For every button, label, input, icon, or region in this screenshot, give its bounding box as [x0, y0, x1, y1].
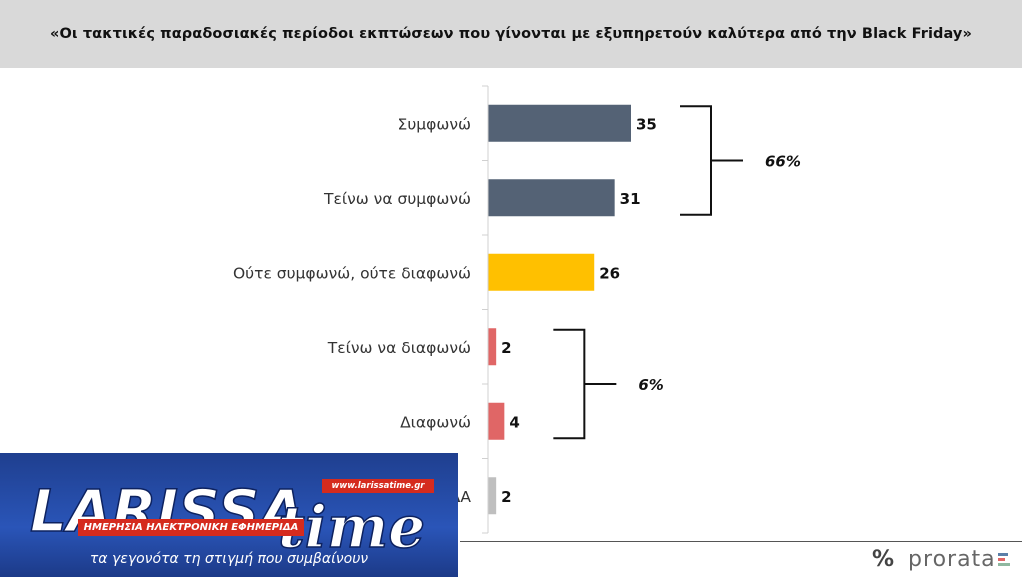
- prorata-brand: % prorata: [872, 544, 1010, 574]
- bar-4: [488, 402, 505, 440]
- bar-2: [488, 253, 595, 291]
- category-label-3: Τείνω να διαφωνώ: [327, 339, 471, 357]
- logo-url: www.larissatime.gr: [322, 479, 434, 493]
- percent-logo-icon: %: [872, 546, 895, 572]
- bar-5: [488, 477, 497, 515]
- group-label-0: 66%: [765, 153, 801, 171]
- bar-1: [488, 179, 615, 217]
- chart-title: «Οι τακτικές παραδοσιακές περίοδοι εκπτώ…: [50, 26, 972, 42]
- brand-bar-0: [997, 552, 1008, 556]
- category-label-4: Διαφωνώ: [400, 413, 471, 431]
- category-label-0: Συμφωνώ: [398, 115, 471, 133]
- value-label-3: 2: [501, 339, 511, 357]
- group-bracket-0: [680, 105, 712, 216]
- group-bracket-1: [553, 328, 586, 440]
- brand-bar-1: [997, 557, 1005, 561]
- bar-0: [488, 104, 631, 142]
- chart-header: «Οι τακτικές παραδοσιακές περίοδοι εκπτώ…: [0, 0, 1022, 68]
- value-label-0: 35: [636, 115, 657, 133]
- value-label-5: 2: [501, 488, 511, 506]
- larissatime-overlay: LARISSA time www.larissatime.gr ΗΜΕΡΗΣΙΑ…: [0, 453, 458, 577]
- category-label-1: Τείνω να συμφωνώ: [323, 190, 471, 208]
- bar-3: [488, 328, 497, 366]
- footer-divider: [460, 541, 1022, 542]
- logo-tagline: τα γεγονότα τη στιγμή που συμβαίνουν: [89, 551, 369, 567]
- value-label-1: 31: [620, 190, 641, 208]
- brand-name: prorata: [908, 546, 996, 572]
- brand-bars-icon: [997, 551, 1010, 567]
- logo-subtitle: ΗΜΕΡΗΣΙΑ ΗΛΕΚΤΡΟΝΙΚΗ ΕΦΗΜΕΡΙΔΑ: [78, 519, 304, 536]
- brand-bar-2: [997, 562, 1010, 566]
- bar-chart: Συμφωνώ 35 Τείνω να συμφωνώ 31 Ούτε συμφωνώ,…: [233, 85, 801, 534]
- value-label-4: 4: [509, 413, 519, 431]
- group-label-1: 6%: [638, 376, 663, 394]
- category-label-2: Ούτε συμφωνώ, ούτε διαφωνώ: [233, 264, 471, 282]
- value-label-2: 26: [599, 264, 620, 282]
